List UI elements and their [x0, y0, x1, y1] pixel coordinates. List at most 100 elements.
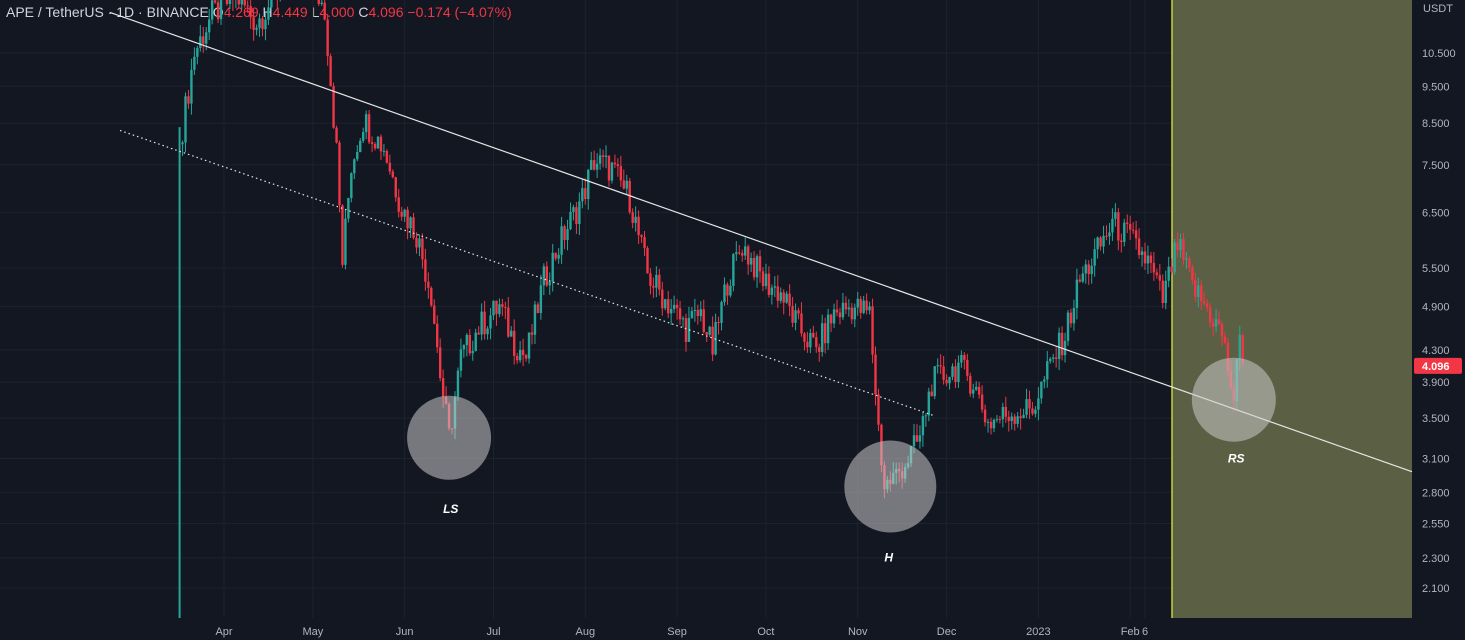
candle-body — [613, 162, 617, 165]
candle-body — [841, 302, 845, 318]
candle-body — [755, 256, 759, 278]
candle-body — [687, 317, 691, 342]
high-value: 4.449 — [272, 4, 308, 20]
time-tick-label: Oct — [757, 626, 774, 638]
candles — [178, 0, 1244, 618]
candle-body — [809, 332, 812, 348]
candle-body — [560, 226, 563, 255]
candle-body — [394, 177, 397, 198]
candle-body — [581, 188, 584, 202]
candle-body — [714, 322, 717, 355]
candle-body — [862, 300, 865, 313]
time-axis[interactable]: Apr May Jun Jul Aug Sep Oct Nov Dec 2023 Feb 6 — [215, 626, 1148, 638]
candle-body — [421, 238, 424, 260]
candle-body — [409, 217, 412, 229]
price-axis[interactable]: USDT 10.500 9.500 8.500 7.500 6.500 5.500 4.90… — [1422, 3, 1456, 595]
candle-body — [370, 142, 374, 145]
candle-body — [939, 365, 942, 367]
candle-body — [672, 304, 676, 309]
candle-body — [974, 386, 978, 390]
candle-body — [1031, 408, 1034, 414]
candle-body — [187, 96, 190, 104]
candle-body — [865, 300, 868, 311]
time-tick-label: 6 — [1142, 626, 1148, 638]
candle-body — [1220, 323, 1224, 337]
price-tick-label: 9.500 — [1422, 81, 1450, 93]
candle-body — [791, 306, 794, 323]
candle-body — [859, 298, 862, 313]
candle-body — [592, 160, 596, 170]
candle-body — [936, 365, 939, 367]
candle-body — [513, 330, 516, 356]
pattern-circle-h[interactable] — [844, 440, 937, 533]
candle-body — [1197, 285, 1200, 297]
candle-body — [1143, 251, 1147, 264]
time-tick-label: Jul — [486, 626, 500, 638]
price-tick-label: 3.900 — [1422, 377, 1450, 389]
candle-body — [367, 114, 371, 143]
candle-body — [498, 304, 501, 315]
candle-body — [977, 386, 981, 395]
candle-body — [1226, 342, 1230, 371]
candle-body — [489, 315, 492, 329]
candle-body — [1208, 307, 1212, 323]
candle-body — [1241, 334, 1244, 364]
candle-body — [1010, 416, 1013, 421]
candle-body — [329, 56, 332, 87]
candle-body — [729, 285, 732, 296]
candle-body — [1111, 218, 1114, 233]
candle-body — [219, 0, 223, 20]
candle-body — [649, 273, 652, 286]
candle-body — [1126, 222, 1129, 225]
candle-body — [658, 274, 661, 290]
candle-body — [607, 155, 611, 181]
pattern-circle-rs[interactable] — [1191, 357, 1276, 442]
candle-body — [744, 246, 747, 256]
time-tick-label: 2023 — [1026, 626, 1050, 638]
candle-body — [681, 318, 685, 320]
candle-body — [539, 285, 543, 314]
candle-body — [1194, 280, 1197, 297]
candle-body — [1146, 255, 1150, 264]
change-value: −0.174 (−4.07%) — [407, 4, 512, 20]
candle-body — [1188, 258, 1191, 268]
candle-body — [992, 419, 996, 429]
price-tick-label: 6.500 — [1422, 207, 1450, 219]
candle-body — [800, 313, 803, 334]
trendline-support[interactable] — [119, 129, 936, 417]
candle-body — [761, 271, 765, 287]
candle-body — [1238, 334, 1241, 360]
candle-body — [948, 376, 951, 384]
candle-body — [403, 209, 406, 217]
candle-body — [1134, 230, 1138, 239]
candle-body — [832, 309, 836, 324]
candle-body — [764, 273, 768, 287]
candle-body — [625, 180, 628, 189]
candle-body — [998, 419, 1002, 421]
candle-body — [578, 201, 581, 225]
candle-body — [690, 311, 694, 318]
candle-body — [1090, 265, 1093, 275]
candle-body — [983, 409, 987, 423]
candle-body — [270, 0, 273, 8]
candle-body — [835, 309, 839, 313]
candle-body — [960, 355, 963, 363]
candle-body — [572, 207, 575, 212]
candle-body — [678, 308, 682, 320]
currency-label: USDT — [1423, 3, 1453, 15]
candle-body — [779, 292, 782, 301]
candle-body — [655, 274, 658, 288]
pattern-circle-ls[interactable] — [407, 395, 492, 480]
candle-body — [356, 151, 359, 160]
time-tick-label: May — [302, 626, 323, 638]
candle-body — [530, 332, 534, 335]
candle-body — [918, 435, 922, 442]
candle-body — [397, 197, 400, 212]
candle-body — [1170, 266, 1173, 273]
candle-body — [382, 150, 386, 152]
candle-body — [818, 347, 821, 352]
last-price-badge: 4.096 — [1414, 357, 1462, 374]
candle-body — [412, 217, 415, 238]
candle-body — [874, 354, 877, 395]
